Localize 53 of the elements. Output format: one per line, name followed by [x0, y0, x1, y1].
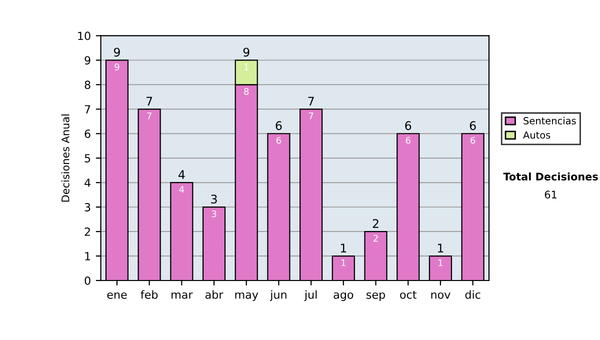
- total-label: 7: [308, 96, 314, 106]
- legend-label: Sentencias: [524, 116, 576, 124]
- x-tick-label: may: [235, 292, 258, 301]
- x-tick-label: feb: [140, 290, 158, 299]
- data-label: 3: [212, 210, 216, 218]
- total-label: 6: [276, 121, 282, 130]
- total-label: 3: [211, 194, 217, 204]
- y-tick-label: 8: [84, 80, 90, 90]
- y-tick-label: 0: [84, 276, 90, 285]
- data-label: 7: [308, 112, 314, 120]
- data-label: 6: [406, 136, 410, 144]
- x-tick-label: dic: [465, 290, 480, 299]
- total-label: 1: [438, 244, 444, 252]
- y-tick-label: 4: [84, 178, 90, 187]
- y-tick-label: 10: [78, 32, 90, 40]
- data-label: 9: [114, 64, 120, 70]
- y-tick-label: 2: [84, 228, 90, 236]
- x-tick-label: ago: [334, 292, 354, 301]
- data-label: 1: [342, 259, 346, 266]
- data-label: 7: [147, 112, 152, 120]
- text: 61: [544, 190, 556, 199]
- total-label: 7: [146, 96, 152, 106]
- total-label: 9: [114, 48, 120, 57]
- total-label: 6: [405, 121, 412, 130]
- x-tick-label: jul: [304, 290, 317, 301]
- y-tick-label: 5: [84, 154, 90, 162]
- legend-label: Autos: [523, 131, 550, 139]
- x-tick-label: ene: [107, 292, 127, 299]
- x-tick-label: nov: [431, 292, 450, 299]
- data-label: 1: [244, 64, 248, 70]
- total-label: 2: [372, 219, 378, 228]
- total-label: 9: [243, 48, 250, 57]
- x-tick-label: oct: [400, 290, 416, 299]
- x-tick-label: sep: [366, 292, 386, 301]
- text: Total Decisiones: [503, 172, 598, 180]
- data-label: 6: [276, 136, 282, 144]
- y-tick-label: 3: [84, 203, 90, 212]
- y-tick-label: 6: [84, 130, 90, 138]
- total-label: 6: [470, 121, 476, 130]
- x-tick-label: abr: [205, 290, 224, 299]
- y-axis-title: Decisiones Anual: [61, 114, 70, 202]
- total-label: 4: [178, 170, 185, 179]
- x-tick-label: mar: [172, 292, 193, 299]
- y-tick-label: 9: [84, 56, 90, 65]
- data-label: 8: [244, 88, 249, 95]
- y-tick-label: 1: [85, 252, 90, 260]
- x-tick-label: jun: [270, 290, 286, 301]
- data-label: 6: [470, 136, 476, 144]
- data-label: 2: [374, 234, 378, 242]
- data-label: 1: [438, 259, 443, 266]
- total-label: 1: [340, 244, 346, 252]
- data-label: 4: [179, 186, 184, 193]
- y-tick-label: 7: [84, 105, 90, 114]
